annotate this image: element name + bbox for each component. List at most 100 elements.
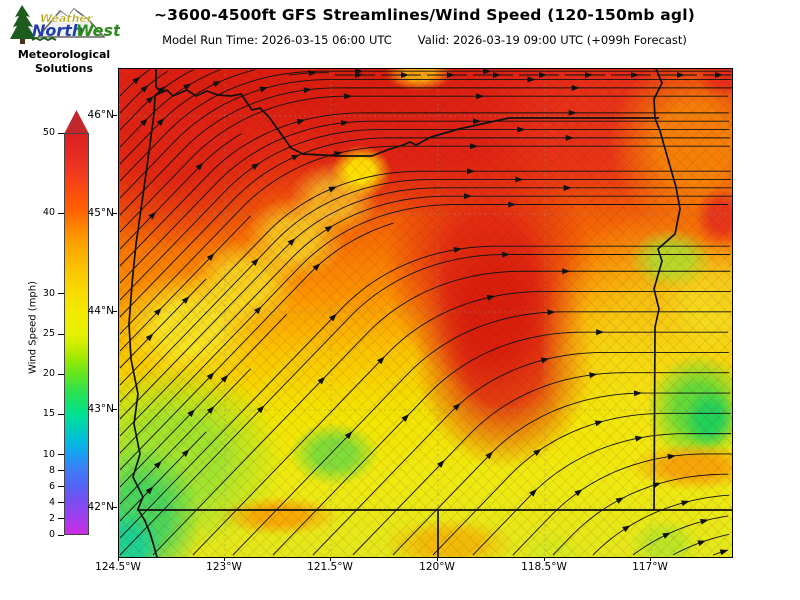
streamline xyxy=(119,195,732,437)
streamline-arrowhead xyxy=(589,372,598,379)
streamline xyxy=(119,112,729,267)
colorbar-tick xyxy=(58,518,64,520)
streamline-arrowhead xyxy=(140,85,149,93)
streamline-arrowhead xyxy=(303,87,312,94)
streamline xyxy=(119,137,730,318)
streamline xyxy=(119,368,251,505)
y-axis-tick xyxy=(113,115,117,116)
streamline-arrowhead xyxy=(634,435,644,442)
streamline-arrowhead xyxy=(145,333,154,342)
streamline-arrowhead xyxy=(493,72,501,78)
streamline-arrowhead xyxy=(344,93,353,100)
streamline xyxy=(472,433,732,556)
streamline-arrowhead xyxy=(596,329,605,336)
streamline-arrowhead xyxy=(181,449,190,457)
wind-speed-blob xyxy=(695,187,732,247)
streamline xyxy=(288,72,329,76)
y-axis-tick xyxy=(113,507,117,508)
streamline-arrowhead xyxy=(256,405,265,414)
streamline xyxy=(552,473,729,556)
x-axis-tick-label: 120°W xyxy=(419,561,455,573)
streamline-arrowhead xyxy=(508,201,517,208)
streamline xyxy=(119,69,256,165)
streamline-arrowhead xyxy=(662,532,671,539)
mountain-snow xyxy=(60,9,80,21)
streamline-arrowhead xyxy=(140,118,148,127)
streamline-arrowhead xyxy=(719,549,729,556)
streamline xyxy=(119,179,732,403)
wind-speed-blob xyxy=(219,496,339,536)
streamline xyxy=(119,314,288,488)
logo-tagline-2: Solutions xyxy=(34,61,94,75)
streamline xyxy=(119,222,394,471)
streamline-arrowhead xyxy=(253,306,262,315)
streamline-arrowhead xyxy=(259,86,269,93)
streamline-arrowhead xyxy=(148,211,157,220)
x-axis-tick-label: 118.5°W xyxy=(521,561,567,573)
colorbar-tick xyxy=(58,470,64,472)
logo-word-north: North xyxy=(32,21,83,40)
colorbar-tick xyxy=(58,454,64,456)
x-axis-tick xyxy=(224,557,225,561)
streamline-arrowhead xyxy=(296,118,306,125)
wind-speed-blob xyxy=(521,531,581,557)
logo-tagline-1: Meteorological xyxy=(17,48,111,61)
streamline-arrowhead xyxy=(631,72,639,78)
streamline xyxy=(119,129,730,301)
y-axis-tick xyxy=(113,213,117,214)
streamline-arrowhead xyxy=(452,402,461,411)
colorbar-tick-label: 0 xyxy=(48,529,55,540)
streamline xyxy=(119,245,730,539)
colorbar-tick-label: 6 xyxy=(48,480,55,492)
coastline xyxy=(128,69,161,557)
streamline-arrowhead xyxy=(206,253,215,262)
colorbar-tick xyxy=(58,212,64,214)
streamline xyxy=(312,351,729,556)
streamline-arrowhead xyxy=(483,69,492,75)
streamline-arrowhead xyxy=(681,500,690,507)
streamline-arrowhead xyxy=(615,497,624,504)
streamline-arrowhead xyxy=(312,263,321,271)
streamline-arrowhead xyxy=(195,162,204,171)
colorbar-tick xyxy=(58,373,64,375)
streamline-arrowhead xyxy=(502,251,511,258)
streamline-arrowhead xyxy=(571,84,580,91)
x-axis-tick xyxy=(650,557,651,561)
streamline xyxy=(432,412,731,556)
streamline-arrowhead xyxy=(206,406,215,415)
streamline-arrowhead xyxy=(355,72,363,78)
logo-word-weather: Weather xyxy=(40,12,93,25)
streamline-arrowhead xyxy=(401,72,409,78)
streamline xyxy=(119,87,732,216)
streamline-arrowhead xyxy=(547,309,556,316)
streamline xyxy=(192,291,731,556)
streamline-arrowhead xyxy=(476,93,485,100)
streamline-arrowhead xyxy=(153,307,162,316)
streamline xyxy=(119,431,207,522)
model-run-time: Model Run Time: 2026-03-15 06:00 UTC xyxy=(162,33,392,47)
x-axis-tick-label: 123°W xyxy=(206,561,242,573)
streamline-arrowhead xyxy=(158,86,167,94)
streamline-arrowhead xyxy=(667,453,676,460)
x-axis-tick-label: 117°W xyxy=(632,561,668,573)
streamline-arrowhead xyxy=(527,76,536,83)
streamline-arrowhead xyxy=(324,225,334,233)
wind-speed-blob xyxy=(331,145,391,197)
streamline-arrowhead xyxy=(344,431,353,440)
streamline-arrowhead xyxy=(466,168,475,175)
wind-speed-blob xyxy=(683,389,732,449)
streamline-arrowhead xyxy=(533,448,542,456)
colorbar-tick xyxy=(58,333,64,335)
streamline-arrowhead xyxy=(622,525,631,533)
streamline-arrowhead xyxy=(486,294,496,301)
streamline xyxy=(119,170,731,386)
streamline-arrowhead xyxy=(540,357,550,364)
streamline-arrowhead xyxy=(447,72,455,78)
streamline-arrowhead xyxy=(473,118,482,125)
wind-speed-blob xyxy=(629,519,699,557)
colorbar-tick xyxy=(58,413,64,415)
colorbar-tick-label: 50 xyxy=(42,127,55,138)
streamline-arrowhead xyxy=(328,186,337,193)
colorbar-tick xyxy=(58,132,64,134)
wind-speed-blob xyxy=(289,422,379,486)
